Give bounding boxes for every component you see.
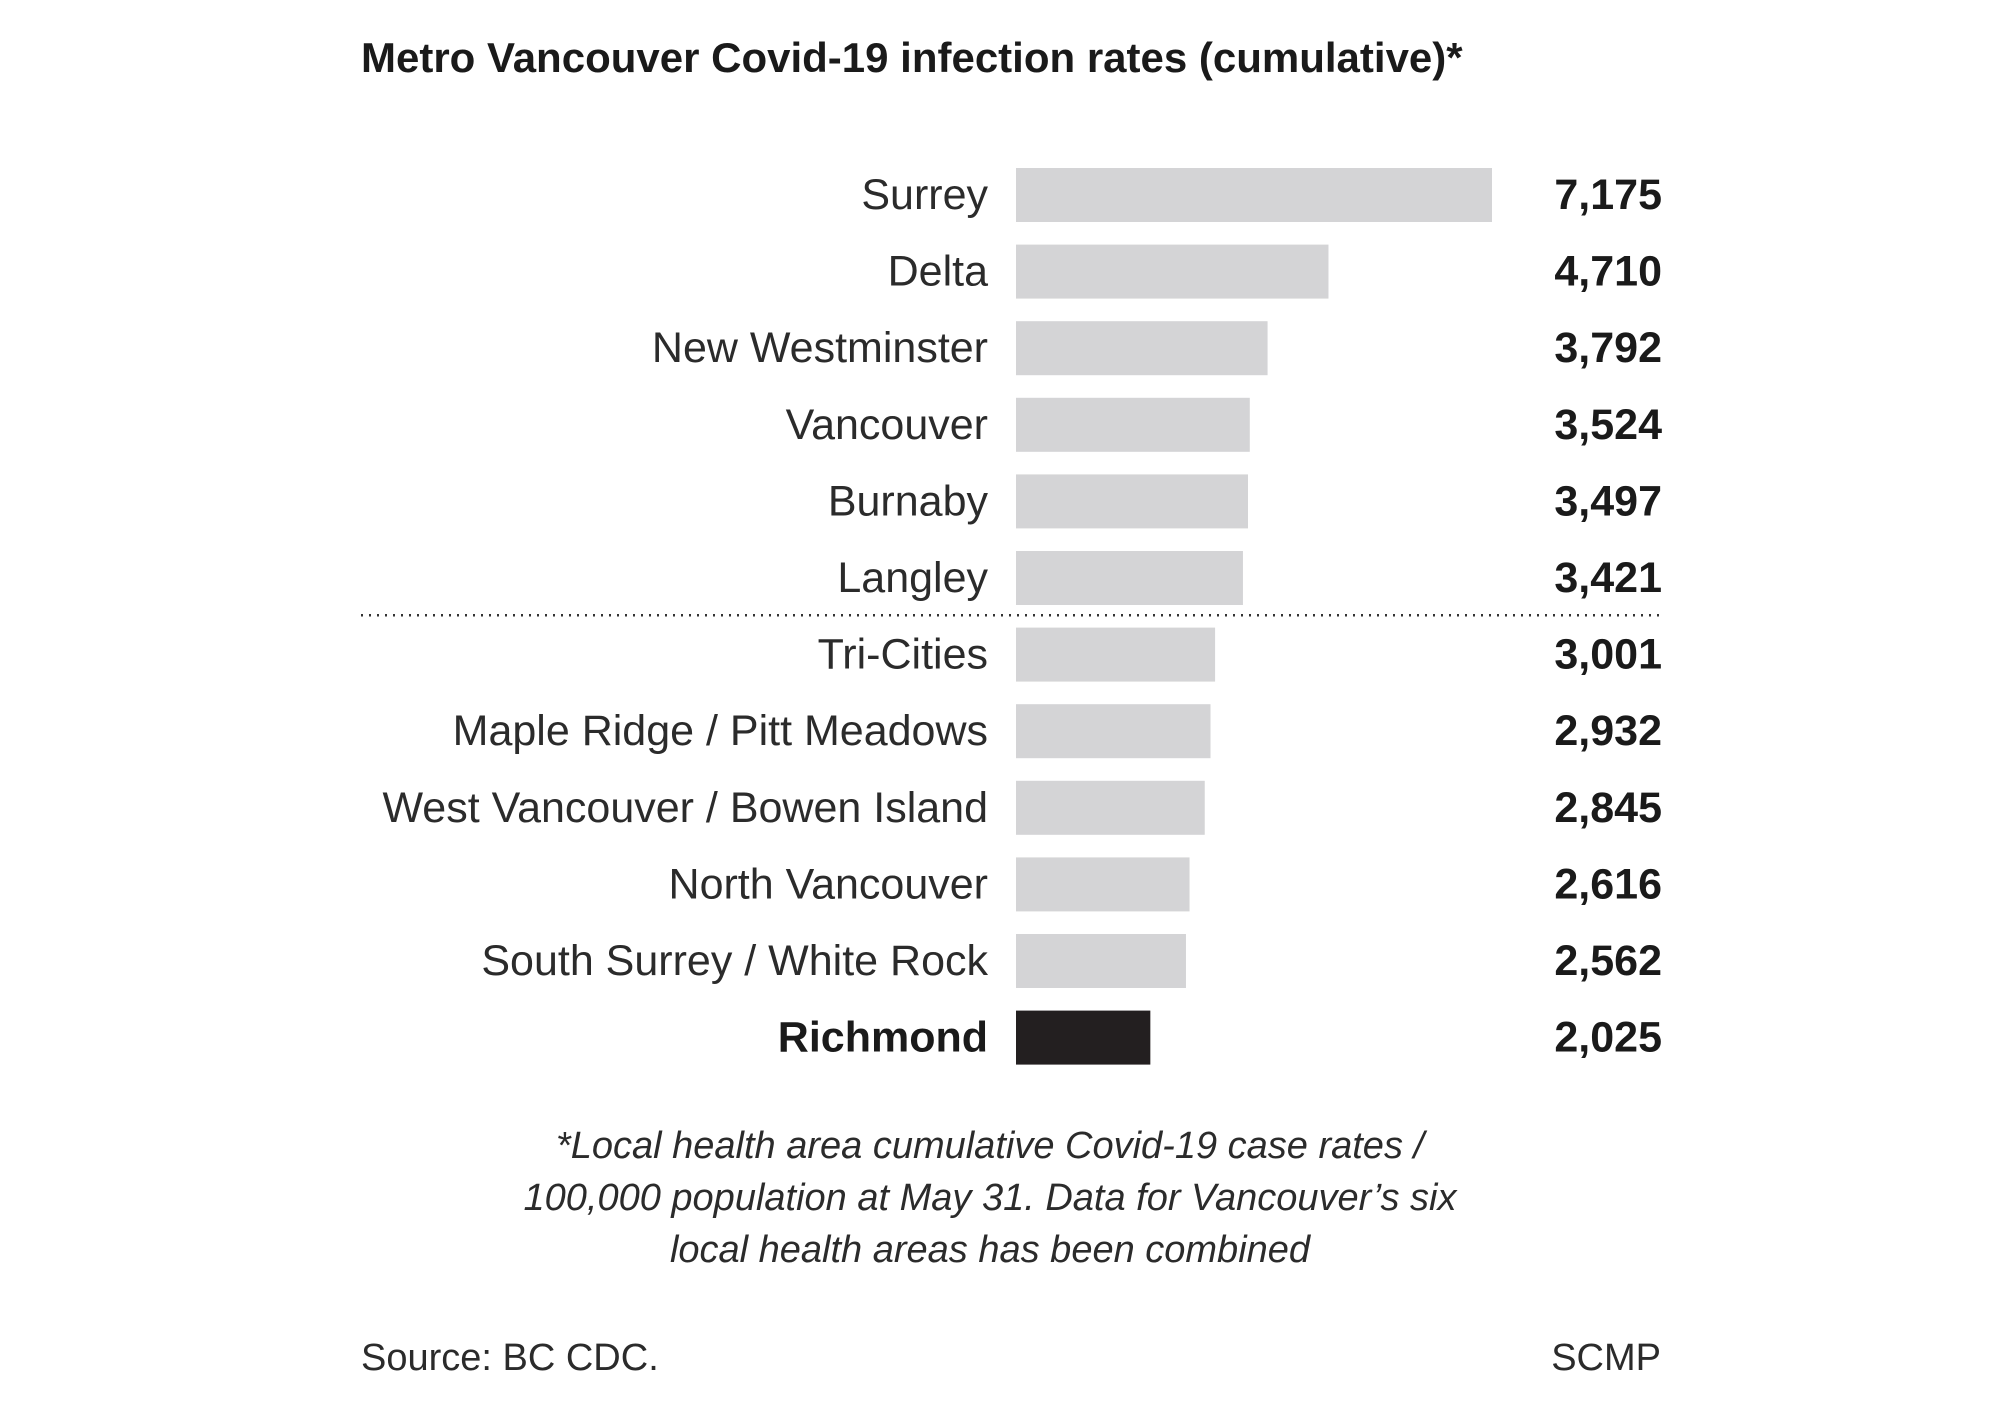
value-label: 7,175 [1554, 171, 1662, 219]
footnote: *Local health area cumulative Covid-19 c… [440, 1120, 1540, 1276]
value-label: 3,792 [1554, 324, 1662, 372]
value-label: 2,932 [1554, 707, 1662, 755]
value-label: 4,710 [1554, 248, 1662, 296]
value-label: 2,562 [1554, 937, 1662, 985]
source-note: Source: BC CDC. [361, 1337, 659, 1379]
value-label: 2,845 [1554, 784, 1662, 832]
category-label: Langley [837, 554, 988, 602]
category-label: North Vancouver [669, 860, 988, 908]
bar [1016, 857, 1190, 912]
category-label: Maple Ridge / Pitt Meadows [453, 707, 988, 755]
bar [1016, 474, 1248, 529]
category-label: South Surrey / White Rock [481, 937, 988, 985]
bar [1016, 397, 1250, 452]
category-label: New Westminster [652, 324, 988, 372]
footnote-line: *Local health area cumulative Covid-19 c… [555, 1125, 1425, 1167]
category-label: West Vancouver / Bowen Island [382, 784, 988, 832]
footnote-line: 100,000 population at May 31. Data for V… [523, 1177, 1457, 1219]
bar [1016, 1010, 1151, 1065]
category-label: Delta [888, 248, 988, 296]
chart-title: Metro Vancouver Covid-19 infection rates… [361, 34, 1463, 81]
value-label: 3,421 [1554, 554, 1662, 602]
bar-chart: Surrey 7,175 Delta 4,710 New Westminster 3,79… [361, 168, 1662, 1065]
value-label: 3,497 [1554, 477, 1662, 525]
credit-label: SCMP [1551, 1337, 1661, 1379]
bar [1016, 780, 1205, 835]
category-label: Richmond [778, 1014, 988, 1062]
value-label: 3,001 [1554, 631, 1662, 679]
bar [1016, 704, 1211, 759]
category-label: Tri-Cities [818, 631, 988, 679]
bar [1016, 244, 1329, 299]
category-label: Vancouver [786, 401, 988, 449]
bar [1016, 321, 1268, 376]
value-label: 2,616 [1554, 860, 1662, 908]
value-label: 3,524 [1554, 401, 1662, 449]
bar [1016, 627, 1216, 682]
category-label: Burnaby [828, 477, 989, 525]
value-label: 2,025 [1554, 1014, 1662, 1062]
category-label: Surrey [861, 171, 988, 219]
bar [1016, 168, 1492, 222]
footnote-line: local health areas has been combined [669, 1229, 1311, 1271]
bar [1016, 551, 1243, 605]
bar [1016, 934, 1186, 988]
